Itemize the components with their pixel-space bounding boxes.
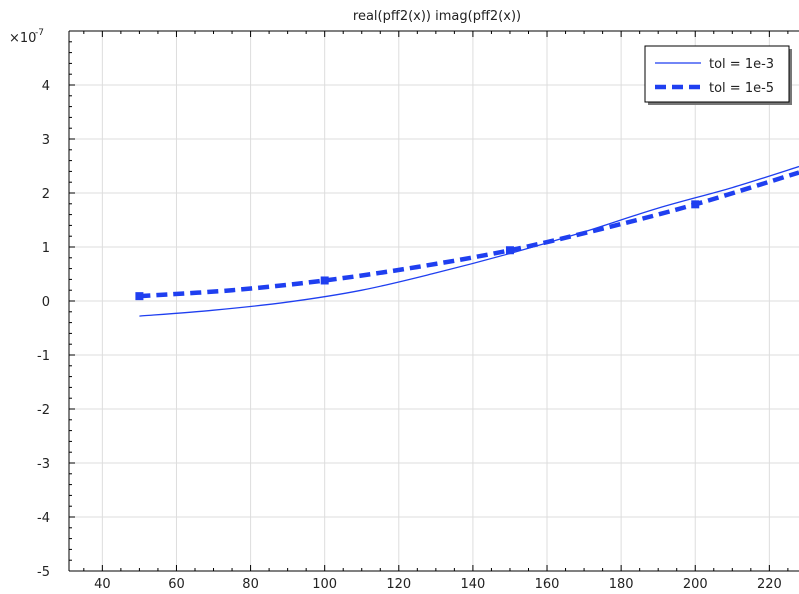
series-line-1 — [139, 165, 799, 317]
x-tick-label: 180 — [609, 577, 634, 592]
legend-label-2: tol = 1e-5 — [709, 81, 774, 96]
legend-label-1: tol = 1e-3 — [709, 57, 774, 72]
y-tick-label: -3 — [37, 457, 50, 472]
y-tick-label: -1 — [37, 349, 50, 364]
x-tick-label: 200 — [683, 577, 708, 592]
legend: tol = 1e-3 tol = 1e-5 — [644, 45, 792, 105]
y-tick-label: 4 — [42, 79, 50, 94]
series-marker-2 — [135, 292, 144, 301]
y-multiplier-exponent: -7 — [35, 28, 44, 38]
x-tick-label: 80 — [242, 577, 259, 592]
x-tick-label: 40 — [94, 577, 111, 592]
y-multiplier: ×10 -7 — [9, 28, 44, 46]
axes: 40 60 80 100 120 140 160 180 200 220 -5 -4 -3 -2 -1 0 1 2… — [37, 30, 799, 592]
series-marker-2 — [505, 246, 514, 255]
series-marker-2 — [691, 200, 700, 209]
y-tick-label: -5 — [37, 565, 50, 580]
y-tick-label: 0 — [42, 295, 50, 310]
x-tick-label: 140 — [460, 577, 485, 592]
y-tick-label: 2 — [42, 187, 50, 202]
y-tick-label: -4 — [37, 511, 50, 526]
grid — [69, 31, 799, 572]
series-line-2 — [139, 170, 799, 299]
chart-title: real(pff2(x)) imag(pff2(x)) — [353, 9, 521, 24]
x-tick-label: 100 — [312, 577, 337, 592]
y-tick-label: 1 — [42, 241, 50, 256]
x-tick-label: 60 — [168, 577, 185, 592]
x-tick-label: 160 — [535, 577, 560, 592]
y-tick-label: -2 — [37, 403, 50, 418]
x-tick-label: 120 — [386, 577, 411, 592]
series-marker-2 — [320, 276, 329, 285]
y-multiplier-base: ×10 — [9, 31, 36, 46]
legend-box — [644, 45, 790, 103]
y-tick-label: 3 — [42, 133, 50, 148]
x-tick-label: 220 — [757, 577, 782, 592]
series-layer — [135, 165, 799, 317]
